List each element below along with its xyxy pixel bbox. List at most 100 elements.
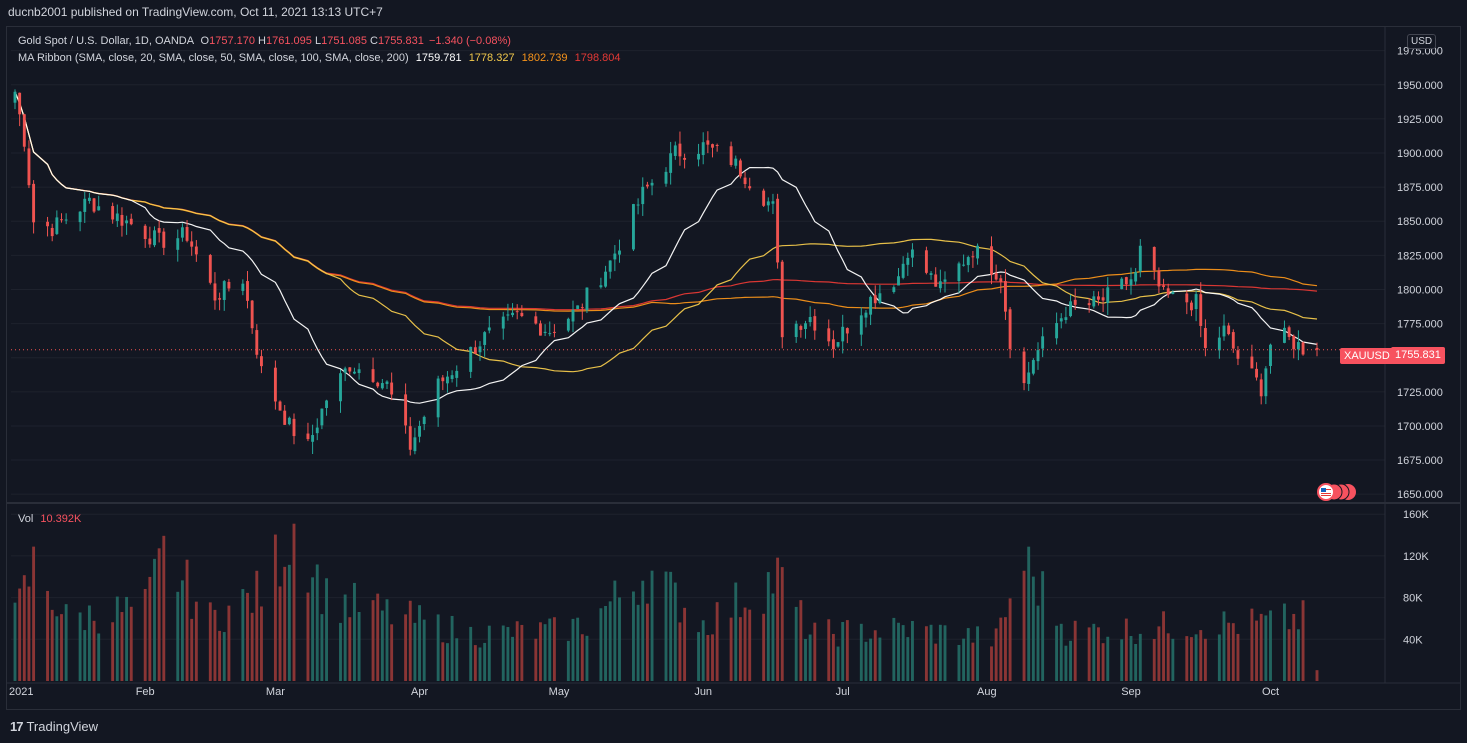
volume-bar[interactable] [185, 559, 189, 681]
candle-body[interactable] [585, 287, 589, 311]
volume-bar[interactable] [1222, 611, 1226, 681]
volume-bar[interactable] [450, 615, 454, 681]
candle-body[interactable] [1296, 342, 1300, 350]
candle-body[interactable] [325, 400, 328, 408]
volume-bar[interactable] [1259, 613, 1263, 681]
volume-bar[interactable] [539, 622, 542, 681]
candle-body[interactable] [441, 377, 445, 382]
candle-body[interactable] [804, 323, 807, 330]
candle-body[interactable] [353, 371, 356, 374]
candle-body[interactable] [404, 394, 408, 426]
volume-bar[interactable] [780, 567, 784, 681]
volume-bar[interactable] [190, 618, 194, 681]
volume-bar[interactable] [1157, 626, 1161, 681]
candle-body[interactable] [957, 263, 961, 282]
candle-body[interactable] [938, 281, 942, 289]
volume-bar[interactable] [143, 588, 147, 681]
volume-bar[interactable] [97, 633, 101, 681]
candle-body[interactable] [320, 408, 324, 426]
volume-bar[interactable] [260, 606, 263, 681]
candle-body[interactable] [1283, 327, 1286, 343]
volume-bar[interactable] [255, 570, 259, 681]
candle-body[interactable] [1124, 277, 1128, 285]
volume-bar[interactable] [385, 599, 389, 681]
candle-body[interactable] [218, 298, 222, 300]
volume-bar[interactable] [771, 593, 775, 681]
candle-body[interactable] [436, 378, 440, 418]
volume-bar[interactable] [799, 600, 803, 681]
candle-body[interactable] [511, 312, 514, 316]
candle-body[interactable] [706, 140, 710, 145]
volume-bar[interactable] [1199, 630, 1203, 681]
volume-bar[interactable] [371, 600, 375, 681]
volume-bar[interactable] [511, 636, 514, 681]
volume-bar[interactable] [520, 624, 524, 681]
volume-bar[interactable] [650, 570, 654, 681]
candle-body[interactable] [315, 427, 319, 434]
candle-body[interactable] [650, 182, 654, 186]
volume-bar[interactable] [1217, 634, 1221, 681]
volume-bar[interactable] [748, 609, 752, 681]
candle-body[interactable] [190, 241, 194, 247]
volume-bar[interactable] [604, 605, 607, 681]
candle-body[interactable] [1031, 360, 1035, 374]
candle-body[interactable] [18, 92, 22, 115]
volume-bar[interactable] [1055, 625, 1059, 681]
candle-body[interactable] [966, 257, 970, 266]
volume-bar[interactable] [515, 621, 519, 681]
candle-body[interactable] [1162, 285, 1165, 287]
volume-bar[interactable] [711, 634, 714, 681]
candle-body[interactable] [962, 264, 966, 266]
candle-body[interactable] [738, 160, 742, 177]
volume-bar[interactable] [408, 600, 412, 681]
candle-body[interactable] [1008, 309, 1012, 349]
candle-body[interactable] [697, 153, 700, 160]
candle-body[interactable] [176, 238, 180, 250]
candle-body[interactable] [892, 287, 896, 292]
volume-bar[interactable] [897, 622, 900, 681]
candle-body[interactable] [729, 146, 733, 165]
candle-body[interactable] [1004, 281, 1007, 312]
chart-frame[interactable]: 1650.0001675.0001700.0001725.0001750.000… [6, 26, 1461, 710]
volume-bar[interactable] [766, 572, 770, 681]
volume-bar[interactable] [831, 633, 835, 681]
volume-bar[interactable] [125, 596, 129, 681]
candle-body[interactable] [418, 426, 421, 437]
candle-body[interactable] [571, 309, 575, 322]
candle-body[interactable] [580, 307, 584, 309]
volume-bar[interactable] [878, 637, 882, 681]
candle-body[interactable] [734, 158, 738, 166]
volume-bar[interactable] [1296, 629, 1300, 681]
candle-body[interactable] [1041, 336, 1045, 349]
volume-bar[interactable] [27, 586, 31, 681]
candle-body[interactable] [1069, 301, 1072, 317]
volume-bar[interactable] [153, 558, 156, 681]
candle-body[interactable] [450, 375, 454, 379]
volume-bar[interactable] [287, 564, 291, 681]
volume-bar[interactable] [859, 623, 863, 681]
candle-body[interactable] [278, 401, 282, 411]
volume-bar[interactable] [566, 640, 570, 681]
volume-bar[interactable] [664, 571, 668, 681]
volume-bar[interactable] [483, 642, 487, 681]
volume-bar[interactable] [278, 586, 282, 681]
candle-body[interactable] [897, 276, 900, 286]
volume-bar[interactable] [1162, 611, 1165, 681]
volume-bar[interactable] [422, 619, 426, 681]
volume-bar[interactable] [353, 582, 356, 681]
volume-bar[interactable] [32, 546, 36, 681]
volume-bar[interactable] [762, 613, 766, 681]
candle-body[interactable] [859, 315, 863, 335]
volume-bar[interactable] [924, 626, 928, 681]
volume-bar[interactable] [1287, 629, 1291, 681]
candle-body[interactable] [1138, 245, 1142, 272]
volume-bar[interactable] [794, 606, 798, 681]
candle-body[interactable] [455, 370, 459, 378]
candle-body[interactable] [64, 219, 68, 221]
volume-bar[interactable] [157, 548, 161, 681]
candle-body[interactable] [1227, 325, 1231, 335]
volume-bar[interactable] [1152, 638, 1156, 681]
candle-body[interactable] [766, 201, 770, 206]
candle-body[interactable] [1269, 344, 1272, 366]
candle-body[interactable] [408, 426, 412, 450]
